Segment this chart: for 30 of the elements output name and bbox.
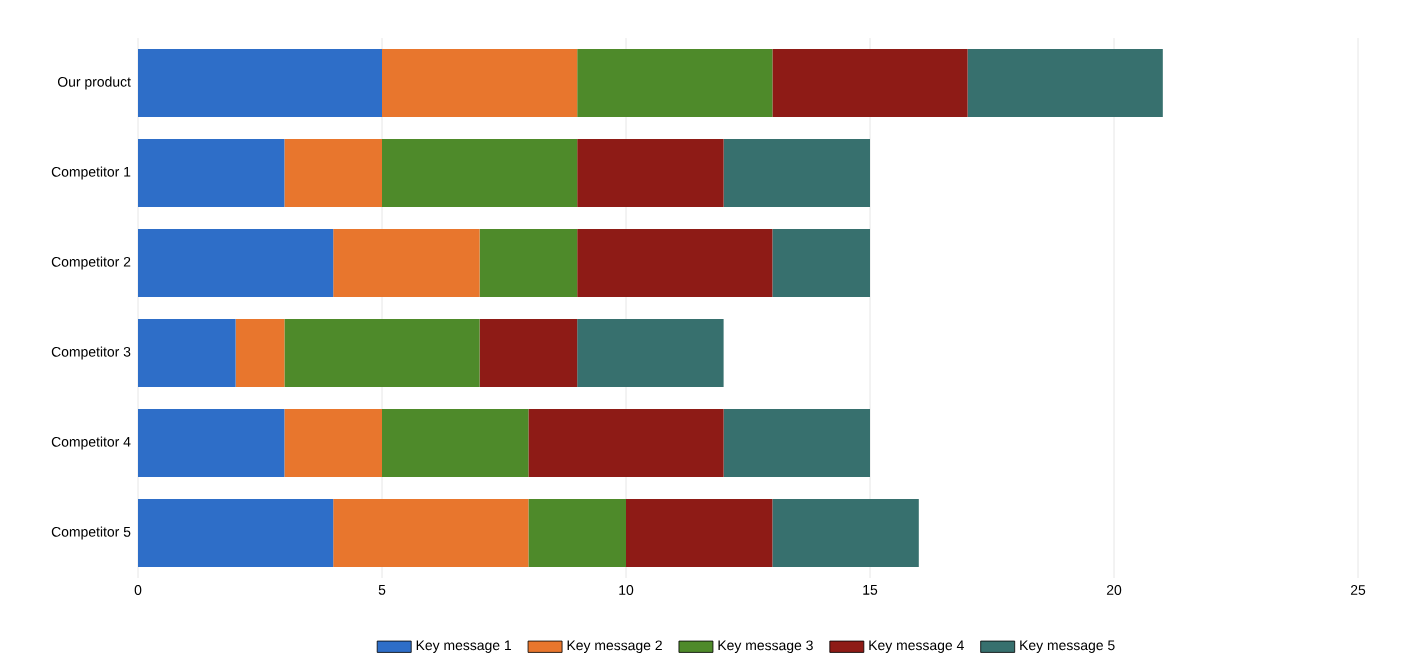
bar [772, 49, 968, 118]
bar [382, 49, 578, 118]
bar [138, 499, 334, 568]
bar [723, 409, 871, 478]
bar [577, 49, 773, 118]
bar [479, 319, 578, 388]
bar [138, 139, 285, 208]
bar [479, 229, 578, 298]
bar [138, 409, 285, 478]
bar [772, 499, 919, 568]
bar [138, 229, 334, 298]
bar [626, 499, 773, 568]
bar [723, 139, 871, 208]
bar [528, 409, 724, 478]
bar [967, 49, 1163, 118]
bar [528, 499, 627, 568]
bar [284, 409, 382, 478]
bar [333, 229, 480, 298]
bar [577, 229, 773, 298]
bar [333, 499, 529, 568]
bar [138, 319, 236, 388]
bar [577, 319, 724, 388]
bar [284, 139, 382, 208]
bar [772, 229, 871, 298]
bar [235, 319, 285, 388]
bar [382, 409, 529, 478]
bar [284, 319, 480, 388]
bar [577, 139, 724, 208]
bar [382, 139, 578, 208]
bar [138, 49, 382, 118]
